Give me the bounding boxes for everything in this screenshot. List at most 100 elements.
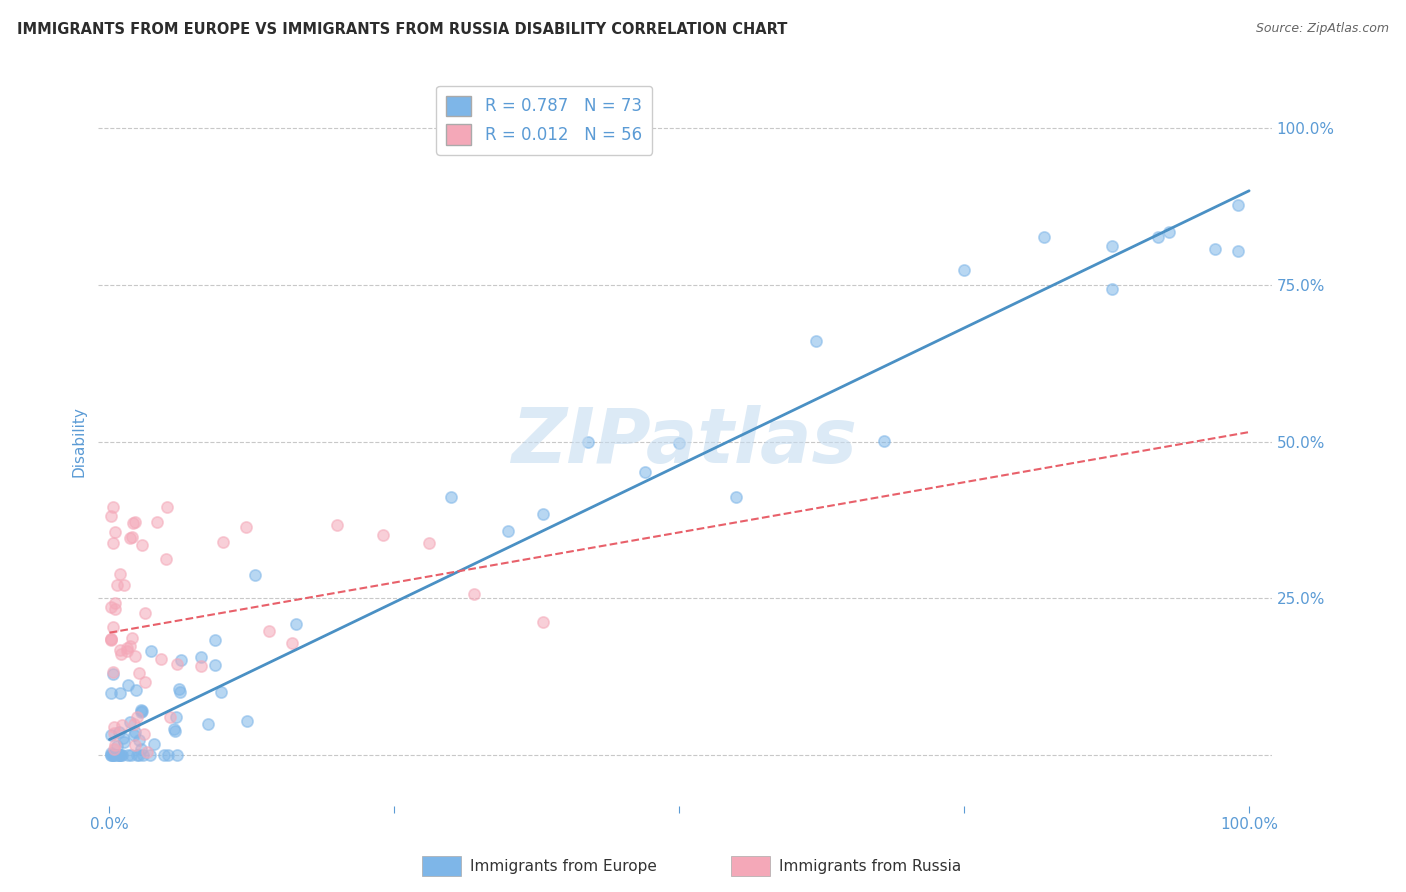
Point	[159, 710, 181, 724]
Point	[125, 748, 148, 763]
Point	[100, 748, 122, 763]
Point	[163, 723, 186, 737]
Point	[169, 684, 191, 698]
Y-axis label: Disability: Disability	[72, 406, 86, 477]
Point	[725, 490, 748, 504]
Point	[104, 748, 127, 763]
Point	[120, 748, 142, 763]
Point	[953, 262, 976, 277]
Point	[634, 465, 657, 479]
Point	[1101, 239, 1123, 253]
Point	[153, 748, 176, 763]
Point	[118, 715, 141, 730]
Point	[101, 620, 124, 634]
Point	[1226, 198, 1249, 212]
Point	[190, 659, 212, 673]
Text: IMMIGRANTS FROM EUROPE VS IMMIGRANTS FROM RUSSIA DISABILITY CORRELATION CHART: IMMIGRANTS FROM EUROPE VS IMMIGRANTS FRO…	[17, 22, 787, 37]
Point	[103, 748, 125, 763]
Point	[104, 602, 127, 616]
Point	[1226, 244, 1249, 259]
Point	[531, 508, 554, 522]
Point	[108, 748, 131, 763]
Point	[124, 649, 146, 664]
Point	[112, 578, 135, 592]
Point	[1159, 225, 1181, 239]
Point	[103, 720, 125, 734]
Point	[284, 617, 307, 632]
Point	[212, 535, 235, 549]
Point	[117, 678, 139, 692]
Point	[108, 643, 131, 657]
Point	[463, 586, 485, 600]
Point	[121, 530, 143, 544]
Point	[103, 667, 125, 681]
Point	[165, 723, 187, 738]
Point	[105, 739, 128, 753]
Point	[117, 641, 139, 656]
Point	[121, 631, 143, 645]
Point	[170, 652, 193, 666]
Legend: R = 0.787   N = 73, R = 0.012   N = 56: R = 0.787 N = 73, R = 0.012 N = 56	[436, 86, 652, 155]
Point	[101, 748, 124, 763]
Point	[165, 710, 187, 724]
Point	[100, 686, 122, 700]
Point	[1033, 230, 1056, 244]
Text: Immigrants from Russia: Immigrants from Russia	[779, 859, 962, 873]
Point	[235, 520, 257, 534]
Point	[326, 518, 349, 533]
Point	[197, 717, 219, 731]
Point	[804, 334, 827, 348]
Point	[100, 632, 122, 646]
Point	[131, 704, 153, 718]
Point	[118, 639, 141, 653]
Point	[105, 578, 128, 592]
Point	[418, 536, 440, 550]
Point	[122, 716, 145, 731]
Point	[100, 632, 122, 647]
Text: Immigrants from Europe: Immigrants from Europe	[470, 859, 657, 873]
Point	[108, 748, 131, 763]
Point	[103, 748, 125, 763]
Point	[150, 652, 173, 666]
Point	[134, 674, 156, 689]
Point	[104, 738, 127, 752]
Point	[257, 624, 280, 638]
Point	[100, 599, 122, 614]
Point	[124, 724, 146, 739]
Point	[124, 738, 146, 752]
Point	[110, 648, 132, 662]
Point	[139, 748, 162, 763]
Point	[142, 737, 165, 751]
Point	[873, 434, 896, 449]
Point	[209, 685, 232, 699]
Point	[110, 567, 132, 582]
Point	[103, 726, 125, 740]
Point	[134, 606, 156, 620]
Point	[111, 718, 134, 732]
Point	[129, 742, 152, 756]
Point	[117, 748, 139, 763]
Point	[112, 735, 135, 749]
Point	[100, 728, 122, 742]
Point	[125, 682, 148, 697]
Point	[1204, 243, 1226, 257]
Point	[118, 531, 141, 545]
Point	[498, 524, 520, 538]
Text: Source: ZipAtlas.com: Source: ZipAtlas.com	[1256, 22, 1389, 36]
Point	[108, 686, 131, 700]
Point	[166, 748, 188, 763]
Point	[103, 742, 125, 756]
Point	[136, 745, 159, 759]
Point	[128, 748, 150, 763]
Point	[111, 748, 134, 763]
Point	[101, 665, 124, 679]
Point	[107, 724, 129, 739]
Point	[576, 434, 599, 449]
Point	[124, 728, 146, 742]
Point	[104, 524, 127, 539]
Point	[167, 681, 190, 696]
Point	[128, 666, 150, 681]
Point	[131, 748, 153, 763]
Point	[101, 500, 124, 514]
Point	[125, 710, 148, 724]
